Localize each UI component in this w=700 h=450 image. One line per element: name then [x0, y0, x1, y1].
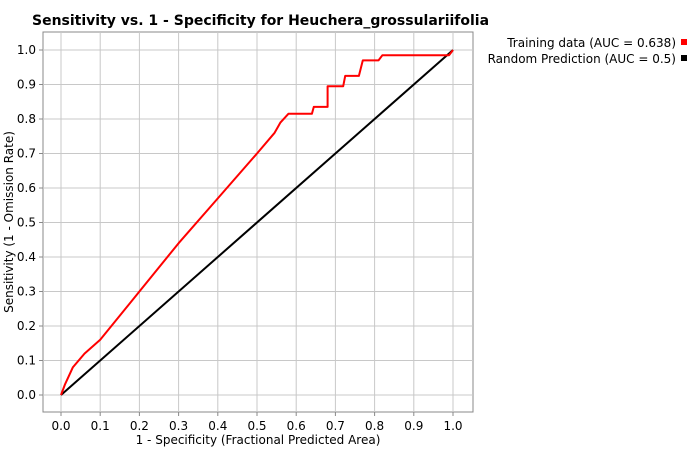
y-axis-ticks: 0.0 0.1 0.2 0.3 0.4 0.5 0.6 0.7 0.8 0.9 1.0	[17, 43, 43, 402]
legend-random-swatch	[681, 55, 687, 61]
chart-title: Sensitivity vs. 1 - Specificity for Heuc…	[32, 13, 489, 29]
x-axis-ticks: 0.0 0.1 0.2 0.3 0.4 0.5 0.6 0.7 0.8 0.9 1.0	[51, 412, 463, 433]
x-tick-label: 0.8	[365, 419, 384, 433]
x-tick-label: 0.2	[130, 419, 149, 433]
y-tick-label: 0.8	[17, 112, 36, 126]
legend-training-label: Training data (AUC = 0.638)	[506, 36, 676, 50]
series-layer	[60, 49, 454, 396]
y-tick-label: 0.9	[17, 78, 36, 92]
random-prediction-line	[60, 49, 454, 396]
y-tick-label: 0.4	[17, 250, 36, 264]
x-tick-label: 0.5	[247, 419, 266, 433]
y-tick-label: 0.1	[17, 354, 36, 368]
y-tick-label: 0.2	[17, 319, 36, 333]
x-tick-label: 0.3	[169, 419, 188, 433]
legend-random-label: Random Prediction (AUC = 0.5)	[488, 52, 676, 66]
x-tick-label: 0.7	[326, 419, 345, 433]
y-tick-label: 1.0	[17, 43, 36, 57]
x-tick-label: 0.1	[91, 419, 110, 433]
x-tick-label: 0.6	[287, 419, 306, 433]
y-tick-label: 0.0	[17, 388, 36, 402]
y-tick-label: 0.3	[17, 285, 36, 299]
training-data-line	[60, 49, 454, 396]
y-tick-label: 0.5	[17, 216, 36, 230]
y-tick-label: 0.7	[17, 147, 36, 161]
x-tick-label: 1.0	[443, 419, 462, 433]
y-tick-label: 0.6	[17, 181, 36, 195]
x-tick-label: 0.9	[404, 419, 423, 433]
x-tick-label: 0.4	[208, 419, 227, 433]
x-tick-label: 0.0	[51, 419, 70, 433]
legend-training-swatch	[681, 39, 687, 45]
y-axis-label: Sensitivity (1 - Omission Rate)	[2, 131, 16, 313]
x-axis-label: 1 - Specificity (Fractional Predicted Ar…	[136, 433, 381, 447]
legend: Training data (AUC = 0.638) Random Predic…	[488, 36, 687, 66]
